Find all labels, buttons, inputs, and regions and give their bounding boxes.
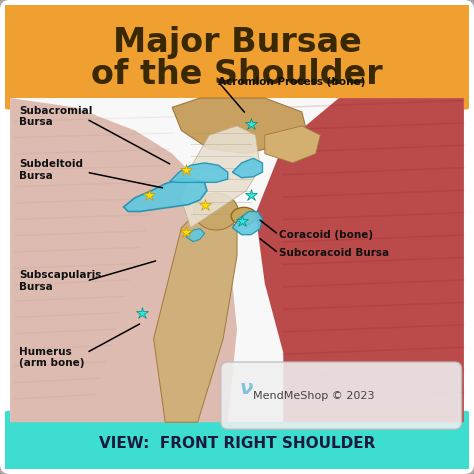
Polygon shape <box>172 98 307 154</box>
FancyBboxPatch shape <box>221 362 462 429</box>
Polygon shape <box>124 179 207 211</box>
Polygon shape <box>10 98 237 422</box>
Polygon shape <box>182 126 260 228</box>
Text: VIEW:  FRONT RIGHT SHOULDER: VIEW: FRONT RIGHT SHOULDER <box>99 437 375 451</box>
Text: Subscapularis
Bursa: Subscapularis Bursa <box>19 270 102 292</box>
Text: Humerus
(arm bone): Humerus (arm bone) <box>19 346 85 368</box>
Polygon shape <box>232 158 263 178</box>
Bar <box>10 75 464 98</box>
Text: Subacromial
Bursa: Subacromial Bursa <box>19 106 93 128</box>
Ellipse shape <box>231 207 257 225</box>
Bar <box>10 98 464 422</box>
Text: MendMeShop © 2023: MendMeShop © 2023 <box>253 391 375 401</box>
Text: Subcoracoid Bursa: Subcoracoid Bursa <box>279 248 389 258</box>
Text: Acromion Process (bone): Acromion Process (bone) <box>219 77 366 87</box>
Text: Coracoid (bone): Coracoid (bone) <box>279 230 373 240</box>
Ellipse shape <box>194 193 238 230</box>
Text: ν: ν <box>239 380 253 399</box>
Polygon shape <box>265 126 320 163</box>
Polygon shape <box>255 98 464 422</box>
Polygon shape <box>154 209 237 422</box>
Text: of the Shoulder: of the Shoulder <box>91 58 383 91</box>
FancyBboxPatch shape <box>0 0 474 109</box>
Bar <box>10 418 464 436</box>
FancyBboxPatch shape <box>0 410 474 474</box>
Polygon shape <box>170 163 228 182</box>
Text: Major Bursae: Major Bursae <box>113 26 361 59</box>
Polygon shape <box>186 228 205 242</box>
Polygon shape <box>232 211 263 235</box>
Text: Subdeltoid
Bursa: Subdeltoid Bursa <box>19 159 83 181</box>
